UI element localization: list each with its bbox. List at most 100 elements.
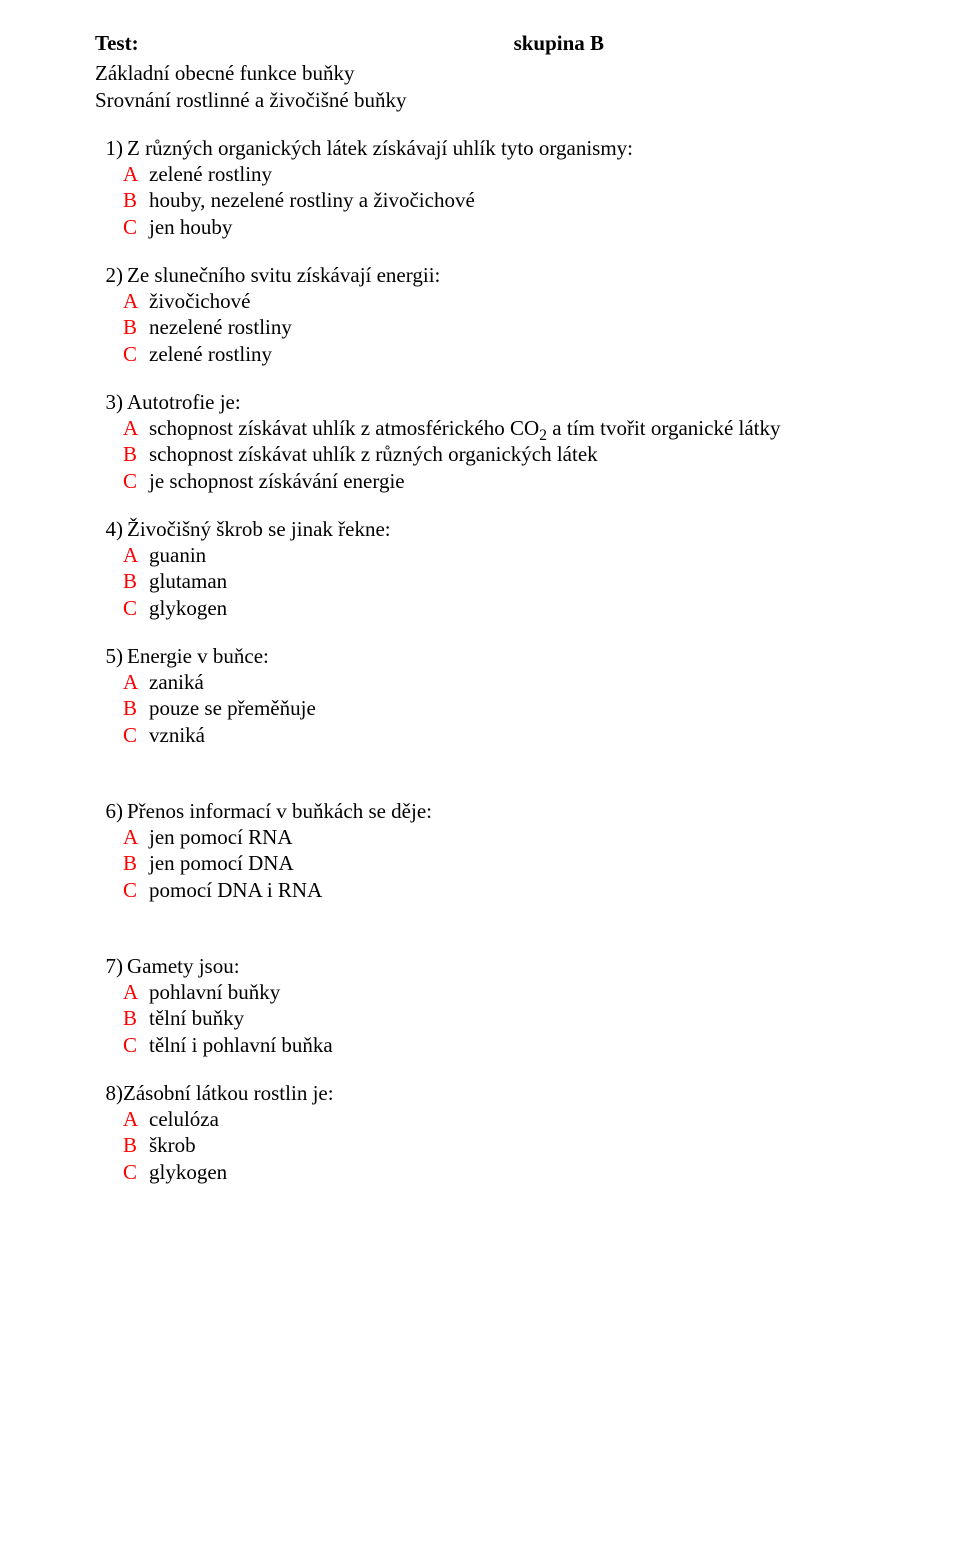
question-line: 2)Ze slunečního svitu získávají energii: [95,262,960,288]
option-text: pomocí DNA i RNA [149,877,960,903]
option-letter: B [123,850,149,876]
option-letter: C [123,468,149,494]
option-row: Bglutaman [95,568,960,594]
question-number: 3) [95,389,127,415]
option-text: celulóza [149,1106,960,1132]
question-text: Gamety jsou: [127,953,960,979]
option-letter: B [123,695,149,721]
option-text: vzniká [149,722,960,748]
option-row: C vzniká [95,722,960,748]
option-row: Aguanin [95,542,960,568]
option-text: škrob [149,1132,960,1158]
intro-block: Základní obecné funkce buňky Srovnání ro… [95,60,960,113]
option-letter: C [123,877,149,903]
option-row: Bhouby, nezelené rostliny a živočichové [95,187,960,213]
option-row: Bnezelené rostliny [95,314,960,340]
question-text: Z různých organických látek získávají uh… [127,135,960,161]
option-text: zelené rostliny [149,161,960,187]
option-letter: A [123,288,149,314]
option-letter: B [123,314,149,340]
question-number: 5) [95,643,127,669]
intro-line-1: Základní obecné funkce buňky [95,60,960,86]
option-letter: B [123,1132,149,1158]
option-row: Aschopnost získávat uhlík z atmosférické… [95,415,960,441]
option-row: Bškrob [95,1132,960,1158]
option-letter: C [123,722,149,748]
question-line: 3)Autotrofie je: [95,389,960,415]
option-letter: A [123,161,149,187]
option-row: Ctělní i pohlavní buňka [95,1032,960,1058]
option-letter: A [123,415,149,441]
option-letter: C [123,341,149,367]
option-letter: C [123,595,149,621]
option-row: Azaniká [95,669,960,695]
option-row: Cglykogen [95,595,960,621]
option-text: glykogen [149,595,960,621]
option-row: Btělní buňky [95,1005,960,1031]
option-letter: A [123,542,149,568]
option-text: tělní buňky [149,1005,960,1031]
option-text: tělní i pohlavní buňka [149,1032,960,1058]
question-text: Ze slunečního svitu získávají energii: [127,262,960,288]
option-text: jen pomocí RNA [149,824,960,850]
question-block: 6)Přenos informací v buňkách se děje:Aje… [95,798,960,903]
option-row: Acelulóza [95,1106,960,1132]
question-number: 8) [95,1080,123,1106]
option-letter: B [123,568,149,594]
question-block: 3)Autotrofie je:Aschopnost získávat uhlí… [95,389,960,494]
option-text: pouze se přeměňuje [149,695,960,721]
option-row: B pouze se přeměňuje [95,695,960,721]
intro-line-2: Srovnání rostlinné a živočišné buňky [95,87,960,113]
question-number: 7) [95,953,127,979]
option-text: nezelené rostliny [149,314,960,340]
option-letter: B [123,441,149,467]
option-text: živočichové [149,288,960,314]
option-row: Azelené rostliny [95,161,960,187]
option-text: glykogen [149,1159,960,1185]
question-block: 4)Živočišný škrob se jinak řekne:Aguanin… [95,516,960,621]
question-text: Živočišný škrob se jinak řekne: [127,516,960,542]
question-number: 2) [95,262,127,288]
option-letter: A [123,1106,149,1132]
question-block: 1)Z různých organických látek získávají … [95,135,960,240]
option-text: glutaman [149,568,960,594]
header-right: skupina B [139,30,604,56]
option-text: je schopnost získávání energie [149,468,960,494]
question-number: 6) [95,798,127,824]
option-text: schopnost získávat uhlík z různých organ… [149,441,960,467]
option-row: Cpomocí DNA i RNA [95,877,960,903]
question-line: 5)Energie v buňce: [95,643,960,669]
header-left: Test: [95,30,139,56]
option-text: jen houby [149,214,960,240]
question-number: 1) [95,135,127,161]
question-block: 8)Zásobní látkou rostlin je:AcelulózaBšk… [95,1080,960,1185]
question-text: Energie v buňce: [127,643,960,669]
option-letter: A [123,669,149,695]
option-row: Czelené rostliny [95,341,960,367]
option-row: Aživočichové [95,288,960,314]
option-text: pohlavní buňky [149,979,960,1005]
question-text: Autotrofie je: [127,389,960,415]
option-letter: C [123,214,149,240]
question-block: 5)Energie v buňce:AzanikáB pouze se přem… [95,643,960,748]
option-row: Ajen pomocí RNA [95,824,960,850]
question-number: 4) [95,516,127,542]
option-text: zaniká [149,669,960,695]
question-line: 4)Živočišný škrob se jinak řekne: [95,516,960,542]
option-letter: B [123,187,149,213]
question-line: 7)Gamety jsou: [95,953,960,979]
option-row: Bjen pomocí DNA [95,850,960,876]
header-row: Test: skupina B [95,30,960,56]
option-text: jen pomocí DNA [149,850,960,876]
option-row: Cje schopnost získávání energie [95,468,960,494]
question-block: 2)Ze slunečního svitu získávají energii:… [95,262,960,367]
option-text: zelené rostliny [149,341,960,367]
option-row: Bschopnost získávat uhlík z různých orga… [95,441,960,467]
question-text: Zásobní látkou rostlin je: [123,1080,960,1106]
question-line: 6)Přenos informací v buňkách se děje: [95,798,960,824]
option-text: guanin [149,542,960,568]
question-block: 7)Gamety jsou:Apohlavní buňkyBtělní buňk… [95,953,960,1058]
question-line: 8)Zásobní látkou rostlin je: [95,1080,960,1106]
option-text: schopnost získávat uhlík z atmosférickéh… [149,415,960,441]
option-row: Cjen houby [95,214,960,240]
